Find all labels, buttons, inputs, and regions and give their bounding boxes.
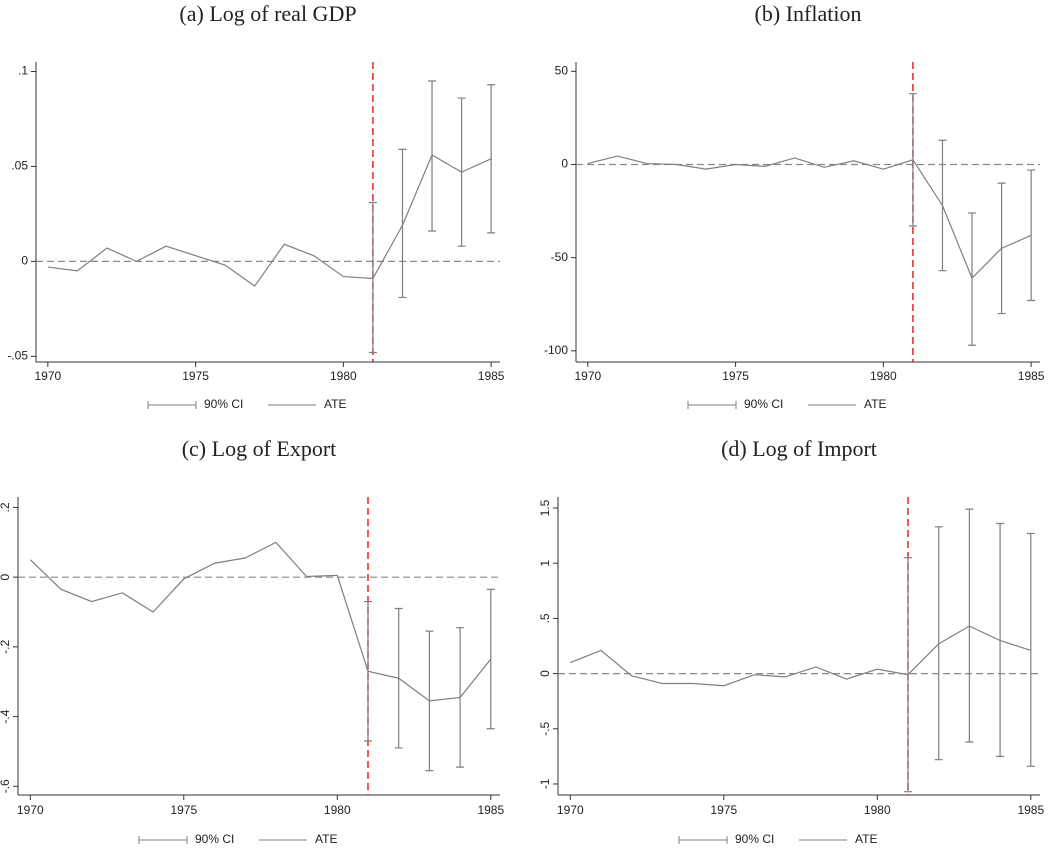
ate-line xyxy=(47,154,492,287)
x-tick-label: 1975 xyxy=(722,369,749,383)
y-tick-label: -.2 xyxy=(0,640,12,654)
x-tick-label: 1970 xyxy=(34,369,61,383)
panel-title: (b) Inflation xyxy=(755,1,862,26)
y-tick-label: 1.5 xyxy=(538,499,552,516)
x-tick-label: 1980 xyxy=(864,803,891,817)
x-tick-label: 1985 xyxy=(1017,803,1044,817)
x-tick-label: 1980 xyxy=(330,369,357,383)
legend-label: 90% CI xyxy=(204,397,243,411)
x-tick-label: 1985 xyxy=(1018,369,1045,383)
y-tick-label: 0 xyxy=(0,574,12,581)
legend-swatch xyxy=(138,836,188,844)
y-tick-label: -.4 xyxy=(0,709,12,723)
y-tick-label: .5 xyxy=(538,613,552,623)
y-tick-label: -.05 xyxy=(7,348,28,362)
legend-label: ATE xyxy=(324,397,346,411)
error-bar xyxy=(968,212,977,346)
y-tick-label: 0 xyxy=(561,157,568,171)
ate-line xyxy=(29,541,492,702)
legend-label: 90% CI xyxy=(744,397,783,411)
y-tick-label: 0 xyxy=(538,670,552,677)
panel-title: (d) Log of Import xyxy=(721,436,877,461)
ate-line xyxy=(570,625,1031,687)
y-tick-label: -100 xyxy=(544,343,568,357)
y-tick-label: .2 xyxy=(0,502,12,512)
x-tick-label: 1975 xyxy=(182,369,209,383)
legend-label: 90% CI xyxy=(735,832,774,846)
panel-title: (a) Log of real GDP xyxy=(179,1,356,26)
x-tick-label: 1975 xyxy=(710,803,737,817)
x-tick-label: 1985 xyxy=(477,803,504,817)
legend-label: ATE xyxy=(855,832,877,846)
x-tick-label: 1980 xyxy=(870,369,897,383)
legend-label: 90% CI xyxy=(195,832,234,846)
y-tick-label: -1 xyxy=(538,778,552,789)
y-tick-label: .05 xyxy=(11,159,28,173)
y-tick-label: 50 xyxy=(555,63,569,77)
x-tick-label: 1970 xyxy=(574,369,601,383)
legend-swatch xyxy=(147,401,197,409)
legend-label: ATE xyxy=(315,832,337,846)
legend-swatch xyxy=(687,401,737,409)
legend-label: ATE xyxy=(864,397,886,411)
y-tick-label: -50 xyxy=(551,250,569,264)
error-bar xyxy=(398,148,407,299)
ate-line xyxy=(587,155,1032,280)
panel-title: (c) Log of Export xyxy=(182,436,337,461)
x-tick-label: 1985 xyxy=(478,369,505,383)
error-bar xyxy=(487,84,496,234)
y-tick-label: 1 xyxy=(538,560,552,567)
legend-swatch xyxy=(678,836,728,844)
y-tick-label: .1 xyxy=(18,64,28,78)
y-tick-label: -.6 xyxy=(0,779,12,793)
x-tick-label: 1980 xyxy=(324,803,351,817)
x-tick-label: 1970 xyxy=(17,803,44,817)
y-tick-label: -.5 xyxy=(538,721,552,735)
x-tick-label: 1970 xyxy=(557,803,584,817)
y-tick-label: 0 xyxy=(21,254,28,268)
x-tick-label: 1975 xyxy=(170,803,197,817)
